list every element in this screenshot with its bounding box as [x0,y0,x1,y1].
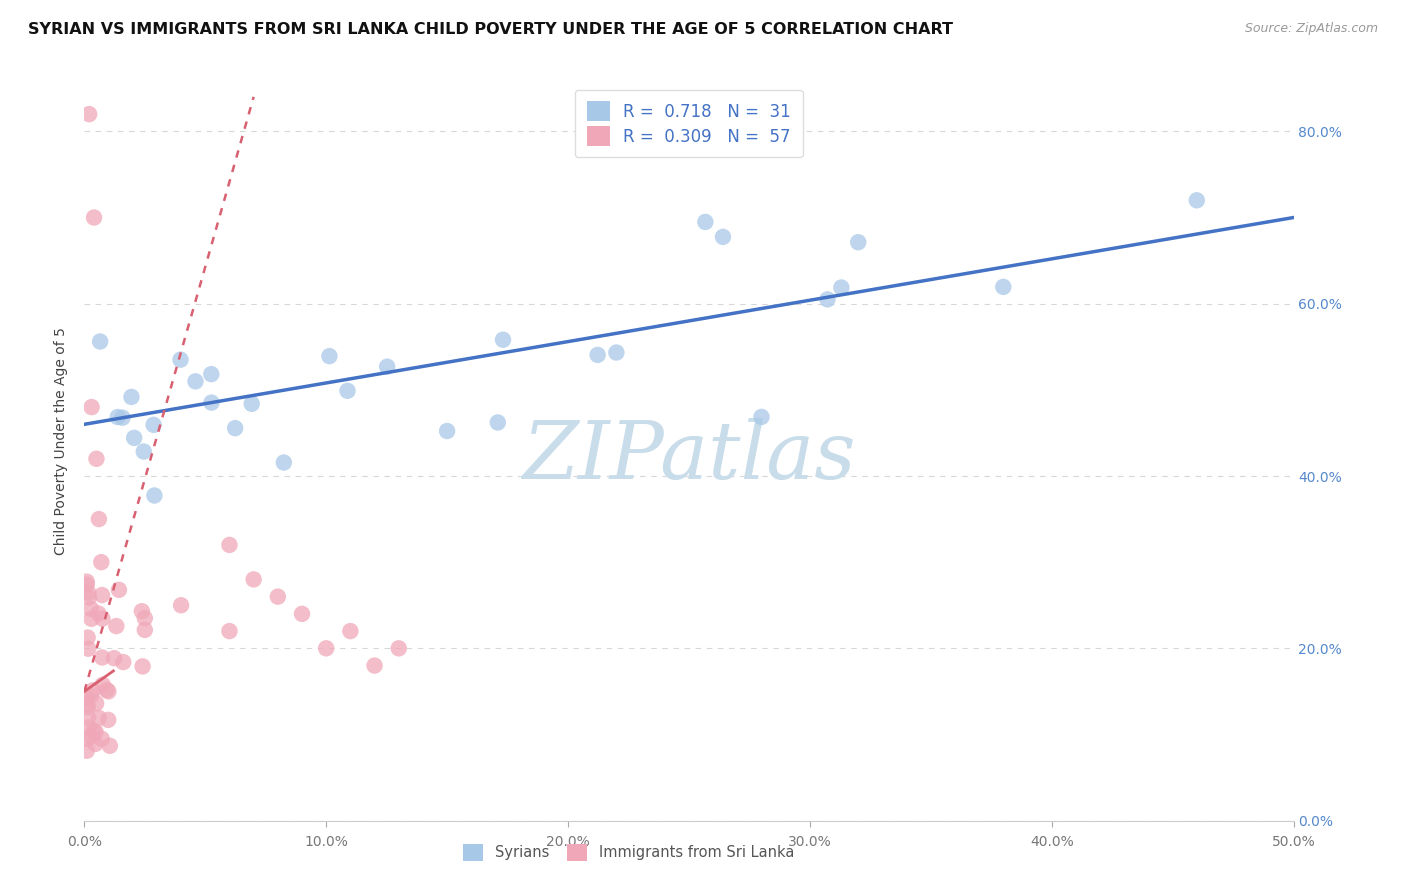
Point [751,409,773,424]
Point [184,375,207,389]
Point [830,280,852,294]
Point [76,700,98,714]
Point [86,451,108,466]
Point [242,573,264,587]
Point [339,624,361,639]
Point [91,650,114,665]
Point [131,604,153,618]
Legend: Syrians, Immigrants from Sri Lanka: Syrians, Immigrants from Sri Lanka [457,838,800,866]
Point [103,651,125,665]
Point [240,397,263,411]
Point [218,538,240,552]
Point [375,359,398,374]
Point [170,599,193,613]
Point [200,367,222,381]
Point [993,280,1015,294]
Y-axis label: Child Poverty Under the Age of 5: Child Poverty Under the Age of 5 [55,327,69,556]
Point [273,456,295,470]
Point [90,555,112,569]
Point [89,334,111,349]
Point [122,431,145,445]
Point [436,424,458,438]
Point [80,730,103,744]
Point [291,607,314,621]
Point [218,624,240,639]
Point [80,602,103,616]
Text: ZIPatlas: ZIPatlas [522,418,856,495]
Point [486,416,509,430]
Point [363,658,385,673]
Point [112,655,135,669]
Point [96,682,118,697]
Point [105,619,128,633]
Point [98,739,121,753]
Point [817,293,839,307]
Point [695,215,717,229]
Point [224,421,246,435]
Point [77,107,100,121]
Point [586,348,609,362]
Point [76,577,98,591]
Point [84,737,107,751]
Point [134,623,156,637]
Text: Source: ZipAtlas.com: Source: ZipAtlas.com [1244,22,1378,36]
Point [107,410,129,425]
Point [605,345,627,359]
Point [142,417,165,432]
Point [77,641,100,656]
Point [134,611,156,625]
Point [77,721,100,735]
Point [77,586,100,600]
Point [169,352,191,367]
Point [77,591,100,605]
Point [82,723,104,738]
Point [97,713,120,727]
Point [1185,194,1208,208]
Point [87,711,110,725]
Point [97,684,120,698]
Point [492,333,515,347]
Point [76,691,98,706]
Text: SYRIAN VS IMMIGRANTS FROM SRI LANKA CHILD POVERTY UNDER THE AGE OF 5 CORRELATION: SYRIAN VS IMMIGRANTS FROM SRI LANKA CHIL… [28,22,953,37]
Point [91,588,114,602]
Point [91,678,114,692]
Point [143,488,166,502]
Point [84,724,107,739]
Point [846,235,869,250]
Point [80,612,103,626]
Point [76,744,98,758]
Point [83,211,105,225]
Point [131,659,153,673]
Point [315,641,337,656]
Point [80,400,103,414]
Point [77,710,100,724]
Point [91,612,114,626]
Point [318,349,340,363]
Point [108,582,131,597]
Point [711,230,734,244]
Point [76,574,98,589]
Point [80,689,103,703]
Point [76,731,98,746]
Point [76,631,98,645]
Point [388,641,411,656]
Point [200,395,222,409]
Point [120,390,142,404]
Point [84,696,107,710]
Point [87,512,110,526]
Point [87,607,110,621]
Point [336,384,359,398]
Point [111,410,134,425]
Point [90,731,112,746]
Point [76,698,98,712]
Point [267,590,290,604]
Point [132,444,155,458]
Point [82,683,104,698]
